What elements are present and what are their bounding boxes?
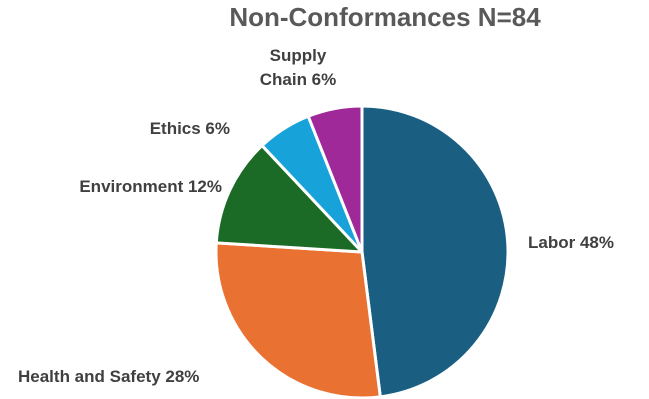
pie-slice-health-and-safety <box>214 241 382 399</box>
data-label-labor: Labor 48% <box>528 233 614 252</box>
data-label-supply-chain: Supply Chain 6% <box>260 46 337 89</box>
pie-slice-supply-chain <box>306 104 364 254</box>
data-label-health-and-safety: Health and Safety 28% <box>18 367 199 386</box>
pie-slice-environment <box>214 144 364 254</box>
data-label-environment: Environment 12% <box>79 177 222 196</box>
chart-title: Non-Conformances N=84 <box>229 2 541 32</box>
pie-slice-labor <box>360 104 510 399</box>
data-label-ethics: Ethics 6% <box>150 119 230 138</box>
